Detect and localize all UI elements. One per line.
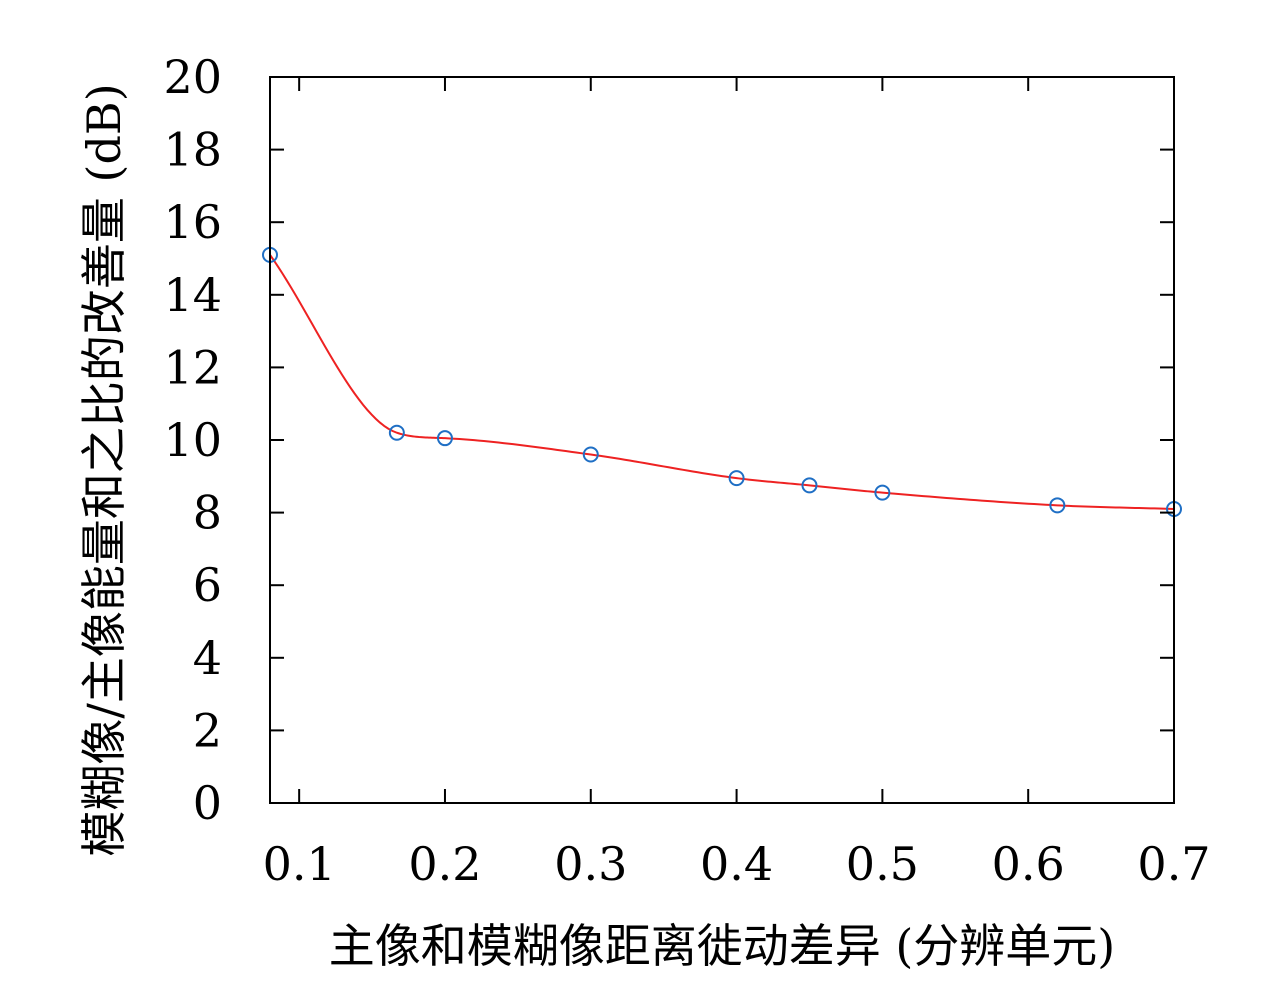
x-tick-label: 0.3 <box>554 837 627 891</box>
x-tick-labels: 0.1 0.2 0.3 0.4 0.5 0.6 0.7 <box>263 837 1211 891</box>
x-tick-label: 0.5 <box>846 837 919 891</box>
tick-mark-layer <box>270 76 1175 804</box>
fitted-curve-layer <box>269 254 1175 510</box>
y-tick-label: 16 <box>163 195 222 249</box>
y-tick-labels: 0 2 4 6 8 10 12 14 16 18 20 <box>163 50 222 830</box>
x-tick-label: 0.7 <box>1137 837 1210 891</box>
y-tick-label: 4 <box>193 631 222 685</box>
x-tick-label: 0.6 <box>992 837 1065 891</box>
y-tick-label: 6 <box>193 558 222 612</box>
fitted-curve-line <box>269 254 1175 510</box>
y-tick-label: 10 <box>163 413 222 467</box>
x-tick-label: 0.2 <box>408 837 481 891</box>
x-tick-label: 0.1 <box>263 837 336 891</box>
x-axis-label: 主像和模糊像距离徙动差异 (分辨单元) <box>329 919 1116 973</box>
data-point-marker <box>582 446 599 463</box>
y-tick-label: 14 <box>163 268 222 322</box>
y-tick-label: 12 <box>163 340 222 394</box>
data-point-marker <box>728 470 745 487</box>
y-tick-label: 2 <box>193 703 222 757</box>
x-tick-label: 0.4 <box>700 837 773 891</box>
y-tick-label: 20 <box>163 50 222 104</box>
data-point-marker <box>388 424 405 441</box>
data-point-marker <box>874 484 891 501</box>
plot-frame <box>269 76 1175 804</box>
data-point-marker <box>801 477 818 494</box>
data-point-marker <box>436 430 453 447</box>
y-axis-label: 模糊像/主像能量和之比的改善量 (dB) <box>77 83 131 856</box>
data-point-marker <box>1049 497 1066 514</box>
y-tick-label: 8 <box>193 486 222 540</box>
y-tick-label: 18 <box>163 123 222 177</box>
y-tick-label: 0 <box>193 776 222 830</box>
